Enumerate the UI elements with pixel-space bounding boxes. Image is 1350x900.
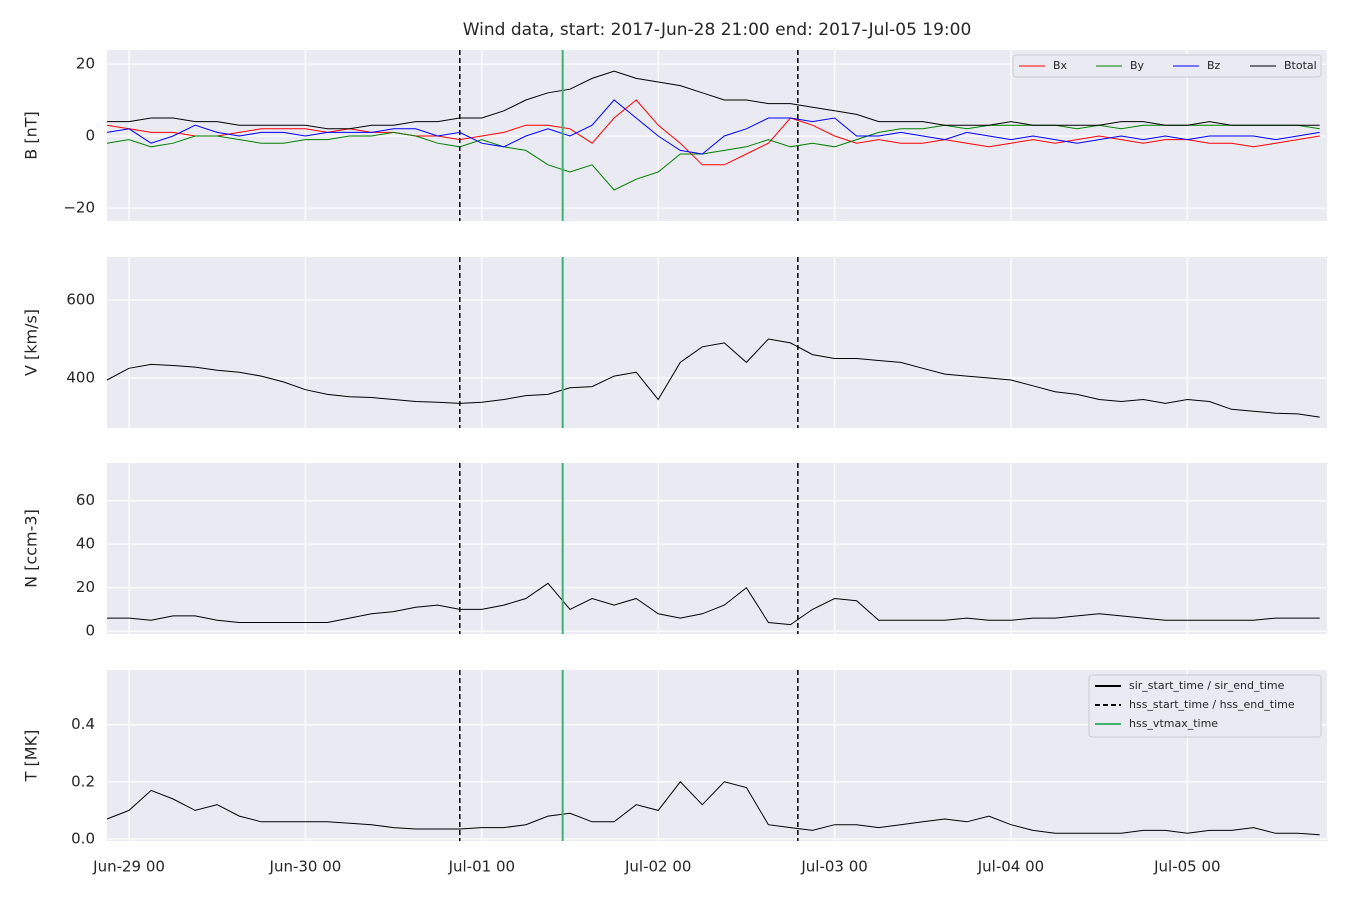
y-axis-label: N [ccm-3]	[22, 509, 41, 588]
y-tick-label: 0.0	[71, 829, 95, 847]
data-line	[106, 124, 1320, 191]
y-tick-label: −20	[63, 199, 95, 217]
legend-label: By	[1130, 59, 1145, 72]
legend-label: sir_start_time / sir_end_time	[1129, 679, 1285, 692]
data-line	[107, 582, 1320, 626]
y-tick-label: 40	[76, 535, 95, 553]
legend-label: Bx	[1053, 59, 1068, 72]
plot-area	[107, 463, 1327, 634]
y-tick-label: 0	[85, 127, 95, 145]
y-tick-label: 0.4	[71, 715, 95, 733]
x-tick-label: Jun-29 00	[92, 858, 165, 876]
legend-label: Btotal	[1284, 59, 1317, 72]
chart-title: Wind data, start: 2017-Jun-28 21:00 end:…	[463, 20, 972, 40]
x-tick-label: Jun-30 00	[269, 858, 342, 876]
x-tick-label: Jul-03 00	[800, 858, 867, 876]
y-tick-label: 0	[85, 622, 95, 640]
plot-area	[107, 257, 1327, 428]
y-axis-label: T [MK]	[22, 730, 41, 783]
legend-label: hss_vtmax_time	[1129, 717, 1218, 730]
data-line	[106, 99, 1320, 166]
y-tick-label: 60	[76, 491, 95, 509]
legend-label: hss_start_time / hss_end_time	[1129, 698, 1295, 711]
y-tick-label: 20	[76, 578, 95, 596]
x-tick-label: Jul-05 00	[1153, 858, 1220, 876]
legend	[1012, 54, 1322, 78]
x-tick-label: Jul-04 00	[977, 858, 1044, 876]
y-tick-label: 600	[66, 290, 95, 308]
y-axis-label: B [nT]	[22, 111, 41, 159]
x-tick-label: Jul-02 00	[624, 858, 691, 876]
legend-label: Bz	[1207, 59, 1221, 72]
y-tick-label: 0.2	[71, 772, 95, 790]
data-line	[106, 338, 1320, 418]
data-line	[106, 781, 1320, 836]
y-axis-label: V [km/s]	[22, 309, 41, 376]
legend	[1088, 674, 1322, 738]
data-line	[106, 99, 1320, 155]
y-tick-label: 20	[76, 55, 95, 73]
x-tick-label: Jul-01 00	[448, 858, 515, 876]
data-line	[107, 70, 1320, 130]
y-tick-label: 400	[66, 369, 95, 387]
